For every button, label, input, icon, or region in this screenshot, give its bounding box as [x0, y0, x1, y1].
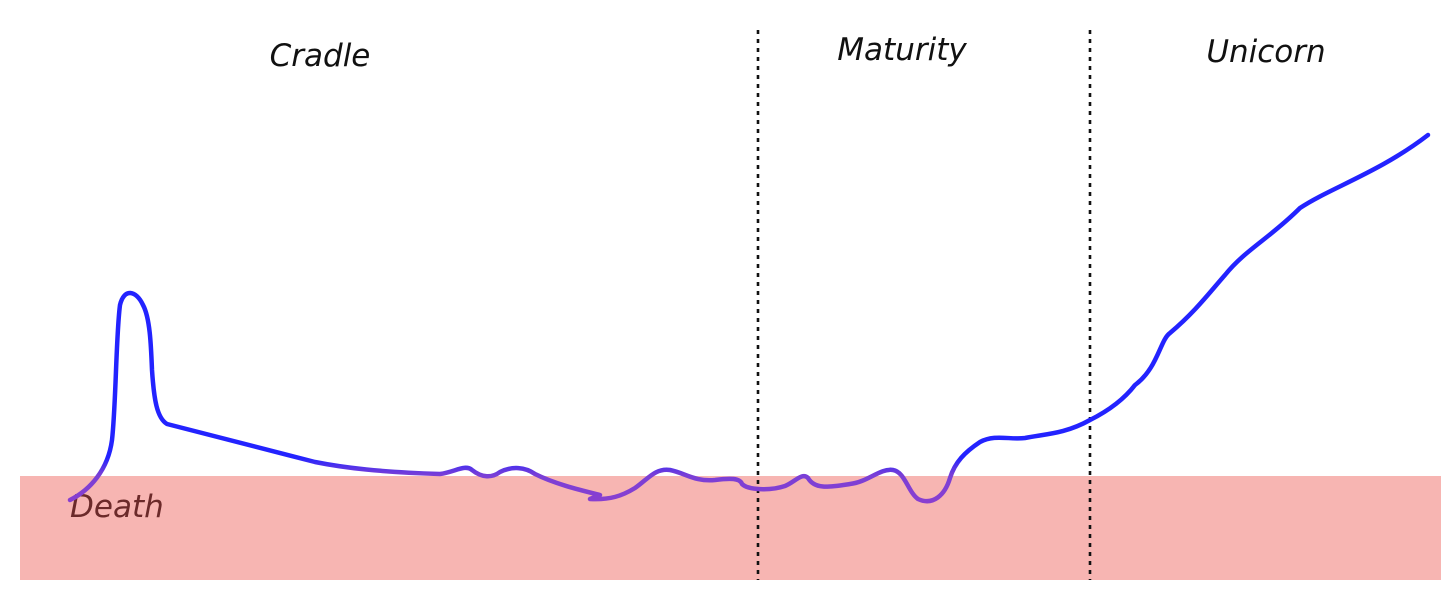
phase-label-unicorn: Unicorn [1206, 34, 1325, 70]
growth-curve [67, 132, 1431, 504]
death-zone-label: Death [70, 489, 164, 525]
phase-label-cradle: Cradle [270, 38, 371, 74]
death-zone [20, 476, 1441, 580]
phase-label-maturity: Maturity [837, 32, 967, 68]
